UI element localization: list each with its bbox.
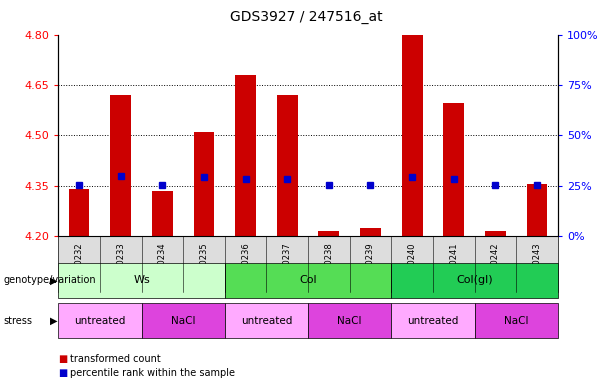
Bar (318, 231, 339, 236)
Text: untreated: untreated (74, 316, 126, 326)
Bar (235, 75, 256, 236)
Text: stress: stress (3, 316, 32, 326)
Text: Ws: Ws (133, 275, 150, 285)
Text: Col: Col (299, 275, 317, 285)
Text: ■: ■ (58, 368, 67, 378)
Text: untreated: untreated (407, 316, 459, 326)
Bar (402, 35, 422, 236)
Bar (277, 95, 298, 236)
Bar (527, 184, 547, 236)
Text: ■: ■ (58, 354, 67, 364)
Text: GDS3927 / 247516_at: GDS3927 / 247516_at (230, 10, 383, 23)
Text: ▶: ▶ (50, 275, 58, 285)
Text: ▶: ▶ (50, 316, 58, 326)
Text: untreated: untreated (241, 316, 292, 326)
Bar (69, 189, 89, 236)
Bar (443, 103, 464, 236)
Text: NaCl: NaCl (504, 316, 528, 326)
Bar (194, 132, 215, 236)
Text: transformed count: transformed count (70, 354, 161, 364)
Text: percentile rank within the sample: percentile rank within the sample (70, 368, 235, 378)
Text: genotype/variation: genotype/variation (3, 275, 96, 285)
Text: Col(gl): Col(gl) (456, 275, 493, 285)
Bar (110, 95, 131, 236)
Bar (152, 191, 173, 236)
Bar (485, 231, 506, 236)
Text: NaCl: NaCl (337, 316, 362, 326)
Bar (360, 228, 381, 236)
Text: NaCl: NaCl (171, 316, 196, 326)
